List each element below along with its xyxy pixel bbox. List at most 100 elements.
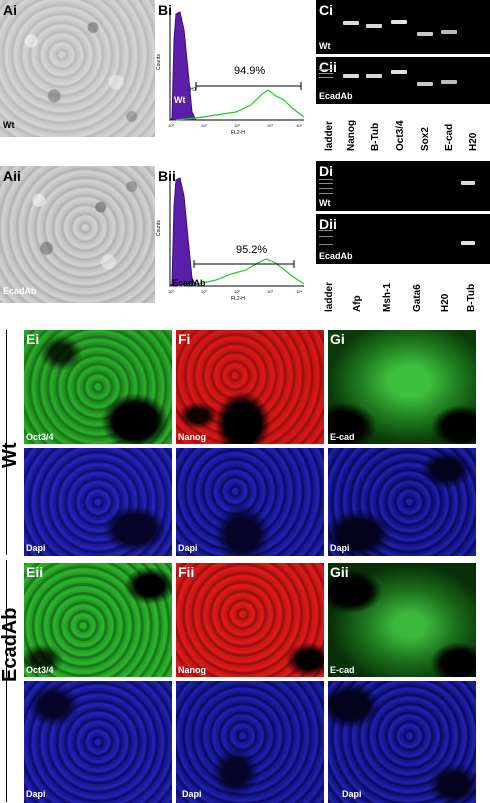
dapi-stain-ecadab-e: Dapi bbox=[24, 681, 172, 803]
immunofluorescence-nanog-ecadab: Fii Nanog bbox=[176, 563, 324, 677]
band-ecad bbox=[441, 30, 457, 34]
percent-positive: 94.9% bbox=[234, 65, 266, 77]
gel-c-lane-labels: ladder Nanog B-Tub Oct3/4 Sox2 E-cad H20 bbox=[316, 105, 490, 155]
sample-label: Wt bbox=[319, 198, 331, 208]
panel-label-gi: Gi bbox=[330, 331, 345, 347]
sample-label: Wt bbox=[3, 120, 15, 130]
marker-label: E-cad bbox=[330, 665, 355, 675]
lane-label: Gata6 bbox=[412, 284, 423, 312]
ladder-band bbox=[319, 183, 333, 184]
immunofluorescence-oct34-wt: Ei Oct3/4 bbox=[24, 330, 172, 444]
gel-ci-wt: Ci Wt bbox=[316, 0, 490, 54]
x-tick-label: 10² bbox=[234, 289, 240, 294]
x-axis-label: FL2-H bbox=[231, 296, 245, 302]
lane-label: Nanog bbox=[346, 119, 357, 151]
flow-histogram-wt: Counts FL2-H 10⁰ 10¹ 10² 10³ 10⁴ H1 Bi 9… bbox=[156, 0, 310, 137]
panel-label-fii: Fii bbox=[178, 564, 195, 580]
panel-label-aii: Aii bbox=[3, 168, 21, 184]
row-label-ecadab: EcadAb bbox=[0, 607, 21, 682]
lane-label: H20 bbox=[440, 293, 451, 312]
ladder-band bbox=[319, 73, 333, 74]
band-btub bbox=[461, 241, 475, 245]
x-tick-label: 10⁰ bbox=[168, 289, 174, 294]
band-btub bbox=[461, 181, 475, 185]
ladder-band bbox=[319, 193, 333, 194]
x-tick-label: 10¹ bbox=[201, 289, 207, 294]
ladder-band bbox=[319, 179, 333, 180]
sample-label: EcadAb bbox=[319, 91, 353, 101]
y-axis-label: Counts bbox=[156, 220, 162, 236]
band-btub bbox=[366, 24, 382, 28]
percent-positive: 95.2% bbox=[236, 244, 268, 256]
panel-label-ci: Ci bbox=[319, 2, 333, 18]
band-nanog bbox=[343, 74, 359, 78]
ladder-band bbox=[319, 188, 333, 189]
panel-label-fi: Fi bbox=[178, 331, 191, 347]
gel-cii-ecadab: Cii EcadAb bbox=[316, 57, 490, 104]
panel-label-di: Di bbox=[319, 163, 333, 179]
band-oct34 bbox=[391, 20, 407, 24]
dapi-stain-wt-f: Dapi bbox=[176, 448, 324, 556]
lane-label: Msh-1 bbox=[382, 283, 393, 312]
panel-label-cii: Cii bbox=[319, 59, 337, 75]
ladder-band bbox=[319, 236, 333, 237]
panel-label-dii: Dii bbox=[319, 216, 337, 232]
flow-histogram-ecadab: Counts FL2-H 10⁰ 10¹ 10² 10³ 10⁴ Bii 95.… bbox=[156, 166, 310, 303]
dapi-stain-ecadab-f: Dapi bbox=[176, 681, 324, 803]
y-axis-label: Counts bbox=[156, 54, 162, 70]
x-axis-label: FL2-H bbox=[231, 130, 245, 136]
dapi-label: Dapi bbox=[330, 543, 350, 553]
marker-label: Nanog bbox=[178, 665, 206, 675]
sample-label: EcadAb bbox=[3, 286, 37, 296]
ladder-band bbox=[319, 244, 333, 245]
dapi-label: Dapi bbox=[342, 789, 362, 799]
sample-label: EcadAb bbox=[319, 251, 353, 261]
histogram-plot: Counts FL2-H 10⁰ 10¹ 10² 10³ 10⁴ bbox=[156, 176, 305, 302]
sample-label: Wt bbox=[174, 95, 186, 105]
lane-label: Oct3/4 bbox=[395, 120, 406, 151]
marker-label: Nanog bbox=[178, 432, 206, 442]
lane-label: ladder bbox=[324, 281, 335, 312]
immunofluorescence-ecad-ecadab: Gii E-cad bbox=[328, 563, 476, 677]
lane-label: Afp bbox=[352, 295, 363, 312]
panel-label-eii: Eii bbox=[26, 564, 44, 580]
phase-contrast-image-wt: Ai Wt bbox=[0, 0, 155, 137]
x-tick-label: 10⁴ bbox=[296, 123, 302, 128]
lane-label: ladder bbox=[324, 120, 335, 151]
row-bracket-ecadab bbox=[6, 560, 7, 802]
panel-label-bii: Bii bbox=[158, 168, 176, 184]
gel-dii-ecadab: Dii EcadAb bbox=[316, 214, 490, 264]
dapi-label: Dapi bbox=[26, 789, 46, 799]
gel-d-lane-labels: ladder Afp Msh-1 Gata6 H20 B-Tub bbox=[316, 266, 490, 316]
sample-label: Wt bbox=[319, 41, 331, 51]
panel-label-gii: Gii bbox=[330, 564, 349, 580]
immunofluorescence-oct34-ecadab: Eii Oct3/4 bbox=[24, 563, 172, 677]
lane-label: B-Tub bbox=[370, 122, 381, 151]
lane-label: B-Tub bbox=[466, 283, 477, 312]
band-btub bbox=[366, 74, 382, 78]
phase-contrast-image-ecadab: Aii EcadAb bbox=[0, 166, 155, 303]
row-label-wt: Wt bbox=[0, 442, 21, 468]
immunofluorescence-nanog-wt: Fi Nanog bbox=[176, 330, 324, 444]
band-nanog bbox=[343, 21, 359, 25]
x-tick-label: 10² bbox=[234, 123, 240, 128]
histogram-plot: Counts FL2-H 10⁰ 10¹ 10² 10³ 10⁴ H1 bbox=[156, 10, 305, 136]
dapi-stain-wt-e: Dapi bbox=[24, 448, 172, 556]
sample-label: EcadAb bbox=[172, 278, 206, 288]
panel-label-ai: Ai bbox=[3, 2, 17, 18]
band-ecad bbox=[441, 80, 457, 84]
lane-label: E-cad bbox=[444, 123, 455, 151]
marker-label: Oct3/4 bbox=[26, 665, 54, 675]
dapi-stain-wt-g: Dapi bbox=[328, 448, 476, 556]
dapi-label: Dapi bbox=[26, 543, 46, 553]
ladder-band bbox=[319, 69, 333, 70]
negative-control-histogram bbox=[168, 177, 197, 287]
dapi-label: Dapi bbox=[182, 789, 202, 799]
x-tick-label: 10⁰ bbox=[168, 123, 174, 128]
marker-label: Oct3/4 bbox=[26, 432, 54, 442]
lane-label: Sox2 bbox=[420, 127, 431, 151]
lane-label: H20 bbox=[468, 132, 479, 151]
immunofluorescence-ecad-wt: Gi E-cad bbox=[328, 330, 476, 444]
x-tick-label: 10¹ bbox=[201, 123, 207, 128]
